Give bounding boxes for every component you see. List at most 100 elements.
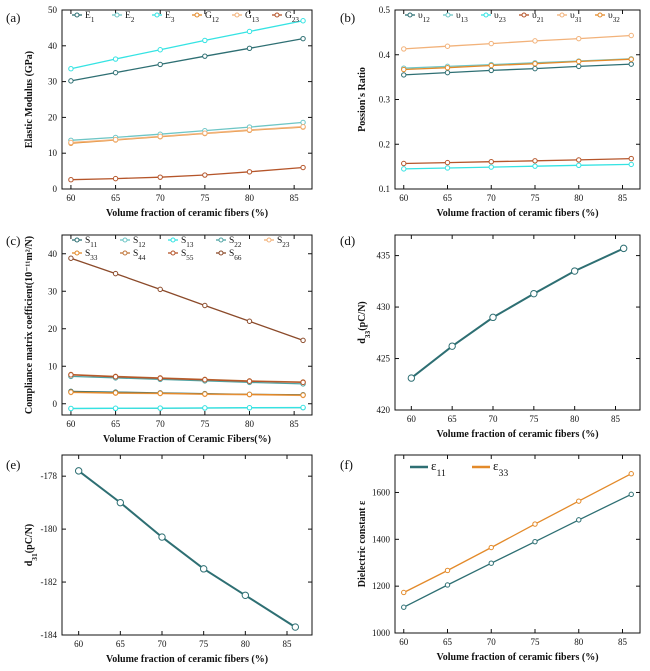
x-tick-label: 80: [574, 193, 584, 203]
panel-label: (d): [340, 233, 355, 248]
x-tick-label: 75: [200, 193, 210, 203]
data-point-υ12: [532, 65, 538, 72]
data-point-E3: [112, 56, 119, 62]
x-tick-label: 70: [158, 639, 168, 649]
series-line-G13: [70, 126, 304, 144]
y-tick-label: 30: [48, 286, 58, 296]
legend-label: S55: [181, 249, 194, 262]
legend-label: E2: [125, 11, 135, 24]
x-tick-label: 70: [487, 637, 497, 647]
legend-marker: [114, 12, 120, 18]
data-point-S13: [112, 405, 119, 411]
x-tick-label: 60: [74, 639, 84, 649]
data-point-υ31: [532, 38, 538, 44]
x-tick-label: 75: [531, 193, 541, 203]
x-tick-label: 85: [618, 193, 628, 203]
y-tick-label: 0: [53, 184, 58, 194]
x-tick-label: 65: [116, 639, 126, 649]
legend-marker: [74, 12, 80, 18]
legend-label: S33: [85, 249, 98, 262]
data-point-E1: [112, 69, 119, 76]
y-axis-label: Dielectric constant ε: [357, 500, 368, 587]
data-point-main: [291, 623, 300, 631]
legend-label: υ21: [532, 11, 544, 24]
data-point-υ31: [488, 40, 494, 47]
legend-marker: [445, 12, 451, 18]
x-axis-label: Volume fraction of ceramic fibers (%): [436, 652, 598, 663]
data-point-ε33: [444, 567, 451, 574]
series-line-main: [78, 470, 296, 628]
data-point-υ23: [488, 164, 494, 170]
data-point-S66: [68, 255, 74, 261]
plot-frame: [394, 234, 641, 411]
legend-marker: [122, 250, 128, 256]
data-point-υ23: [576, 162, 582, 168]
legend-label: S66: [229, 249, 242, 262]
data-point-S55: [300, 379, 306, 386]
y-axis-label: d31(pC/N): [24, 524, 39, 567]
data-point-main: [74, 467, 83, 475]
data-point-υ21: [488, 159, 494, 165]
x-tick-label: 80: [241, 639, 251, 649]
y-tick-label: 20: [48, 112, 58, 122]
chart-panel-3: (c) 60 65 70 75 80 85 0 10 20 30 40 Volume Fraction …: [6, 233, 313, 445]
legend-label: υ12: [418, 11, 430, 24]
legend-label: S44: [133, 249, 146, 262]
legend-marker: [234, 12, 240, 18]
x-tick-label: 65: [111, 419, 121, 429]
data-point-main: [570, 267, 579, 275]
data-point-υ32: [532, 61, 538, 67]
chart-panel-4: (d) 60 65 70 75 80 85 420 425 430 435 Volume fracti…: [340, 233, 641, 440]
y-tick-label: 425: [377, 354, 391, 364]
y-tick-label: 1200: [372, 581, 391, 591]
data-point-G13: [157, 133, 163, 140]
series-line-G23: [70, 166, 304, 181]
plot-frame: [394, 454, 641, 634]
chart-panel-6: (f) 60 65 70 75 80 85 1000 1200 1400 1600 Volume fr…: [340, 454, 641, 663]
data-point-E3: [202, 37, 208, 44]
data-point-main: [489, 313, 497, 322]
series-line-ε11: [403, 493, 632, 608]
data-point-E1: [246, 45, 253, 52]
data-point-S33: [300, 392, 306, 398]
data-point-υ23: [628, 161, 634, 168]
y-tick-label: 435: [377, 251, 391, 261]
y-tick-label: 1000: [372, 628, 391, 638]
series-line-S13: [70, 406, 304, 410]
data-point-G23: [68, 176, 74, 183]
data-point-main: [241, 591, 250, 599]
data-point-G13: [112, 136, 119, 143]
data-point-main: [619, 244, 628, 253]
legend-label: E1: [85, 11, 95, 24]
legend-label: υ23: [494, 11, 506, 24]
x-tick-label: 60: [407, 414, 417, 424]
data-point-ε11: [532, 538, 538, 545]
y-tick-label: 10: [48, 361, 58, 371]
legend-label: S13: [181, 236, 194, 249]
y-tick-label: 0: [53, 399, 58, 409]
data-point-S66: [112, 270, 119, 277]
data-point-υ31: [444, 43, 451, 49]
y-tick-label: 0.5: [379, 5, 391, 15]
data-point-ε33: [532, 521, 538, 527]
panel-label: (c): [6, 233, 20, 248]
panel-label: (b): [340, 10, 355, 25]
legend-label: ε11: [431, 458, 446, 479]
series-line-E1: [70, 37, 304, 82]
data-point-S13: [157, 405, 163, 411]
series-line-S33: [70, 391, 304, 396]
data-point-ε33: [628, 471, 634, 477]
x-tick-label: 75: [200, 419, 210, 429]
x-axis-label: Volume fraction of ceramic fibers (%): [106, 208, 268, 219]
data-point-υ21: [628, 155, 634, 162]
data-point-G23: [202, 172, 208, 178]
x-tick-label: 65: [443, 637, 453, 647]
legend-label: G13: [245, 11, 259, 24]
x-axis-label: Volume fraction of ceramic fibers (%): [436, 208, 598, 219]
y-tick-label: 0.2: [379, 139, 390, 149]
x-tick-label: 75: [199, 639, 209, 649]
data-point-S33: [202, 391, 208, 397]
y-tick-label: 40: [48, 249, 58, 259]
data-point-υ32: [488, 62, 494, 69]
y-tick-label: 0.3: [379, 95, 391, 105]
